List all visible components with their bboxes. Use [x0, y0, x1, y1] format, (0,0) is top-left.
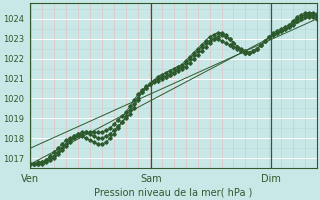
- X-axis label: Pression niveau de la mer( hPa ): Pression niveau de la mer( hPa ): [94, 187, 253, 197]
